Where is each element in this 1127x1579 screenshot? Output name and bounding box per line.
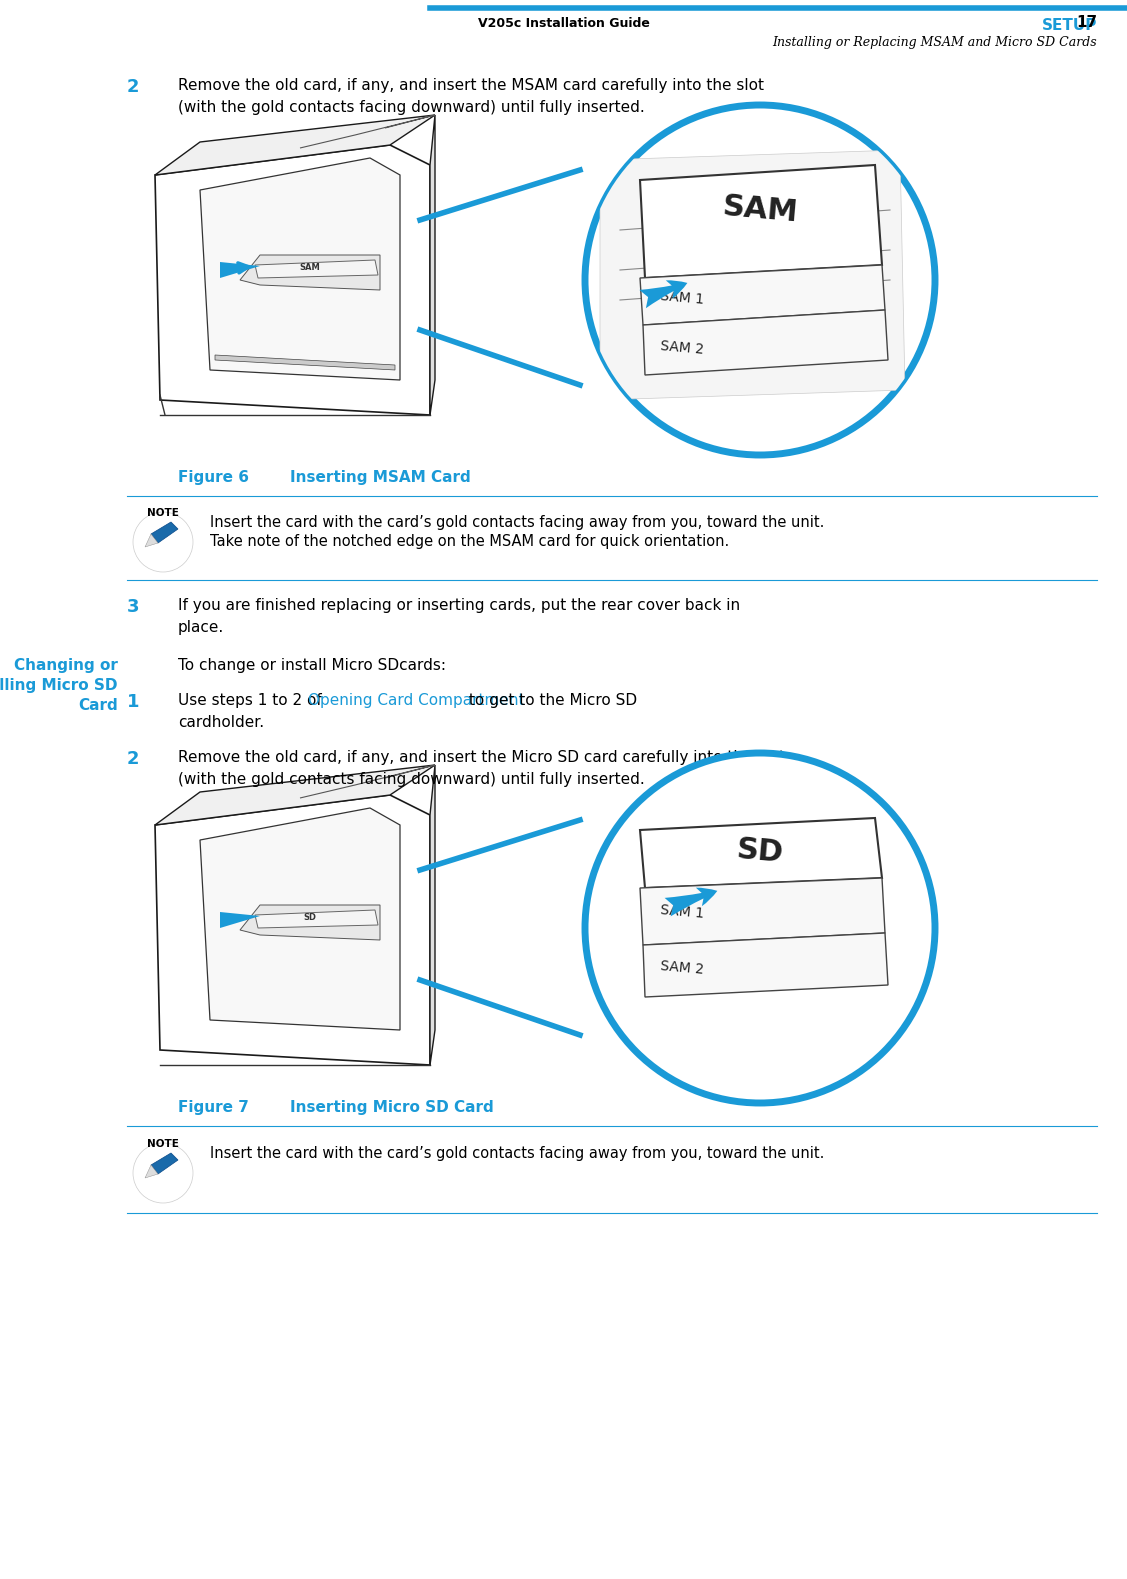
Polygon shape bbox=[255, 261, 378, 278]
Polygon shape bbox=[431, 115, 435, 415]
Polygon shape bbox=[640, 164, 882, 278]
Text: SAM 2: SAM 2 bbox=[660, 339, 704, 357]
Polygon shape bbox=[151, 1153, 178, 1175]
Text: Insert the card with the card’s gold contacts facing away from you, toward the u: Insert the card with the card’s gold con… bbox=[210, 1146, 824, 1161]
Text: V205c Installation Guide: V205c Installation Guide bbox=[478, 17, 649, 30]
Text: Figure 6: Figure 6 bbox=[178, 471, 249, 485]
Text: (with the gold contacts facing downward) until fully inserted.: (with the gold contacts facing downward)… bbox=[178, 99, 645, 115]
Text: 2: 2 bbox=[127, 77, 140, 96]
Polygon shape bbox=[240, 254, 380, 291]
Polygon shape bbox=[644, 933, 888, 996]
Text: SAM 2: SAM 2 bbox=[660, 958, 704, 977]
Polygon shape bbox=[156, 115, 435, 175]
Polygon shape bbox=[156, 794, 431, 1064]
Polygon shape bbox=[220, 262, 260, 278]
Text: Inserting Micro SD Card: Inserting Micro SD Card bbox=[290, 1101, 494, 1115]
Polygon shape bbox=[640, 818, 882, 887]
Polygon shape bbox=[151, 523, 178, 543]
Text: SAM 1: SAM 1 bbox=[660, 903, 704, 921]
Text: NOTE: NOTE bbox=[147, 508, 179, 518]
Text: Insert the card with the card’s gold contacts facing away from you, toward the u: Insert the card with the card’s gold con… bbox=[210, 515, 824, 531]
Polygon shape bbox=[644, 309, 888, 374]
Polygon shape bbox=[255, 910, 378, 928]
Polygon shape bbox=[220, 913, 260, 928]
Polygon shape bbox=[215, 355, 394, 369]
Text: to get to the Micro SD: to get to the Micro SD bbox=[464, 693, 637, 707]
Circle shape bbox=[133, 512, 193, 572]
Text: 2: 2 bbox=[127, 750, 140, 767]
Polygon shape bbox=[145, 534, 158, 546]
Text: 17: 17 bbox=[1076, 14, 1097, 30]
Polygon shape bbox=[600, 150, 905, 399]
Text: Remove the old card, if any, and insert the Micro SD card carefully into the slo: Remove the old card, if any, and insert … bbox=[178, 750, 786, 764]
Polygon shape bbox=[199, 808, 400, 1030]
Polygon shape bbox=[240, 905, 380, 940]
Text: cardholder.: cardholder. bbox=[178, 715, 264, 729]
Text: To change or install Micro SDcards:: To change or install Micro SDcards: bbox=[178, 658, 446, 673]
Text: SETUP: SETUP bbox=[1041, 17, 1097, 33]
Text: Changing or: Changing or bbox=[15, 658, 118, 673]
Text: Figure 7: Figure 7 bbox=[178, 1101, 249, 1115]
Text: place.: place. bbox=[178, 621, 224, 635]
Polygon shape bbox=[431, 764, 435, 1064]
Text: Opening Card Compartment: Opening Card Compartment bbox=[308, 693, 524, 707]
Text: SD: SD bbox=[735, 835, 784, 868]
Text: 1: 1 bbox=[127, 693, 140, 711]
Text: Take note of the notched edge on the MSAM card for quick orientation.: Take note of the notched edge on the MSA… bbox=[210, 534, 729, 549]
Text: Installing or Replacing MSAM and Micro SD Cards: Installing or Replacing MSAM and Micro S… bbox=[772, 36, 1097, 49]
Circle shape bbox=[585, 104, 935, 455]
Text: SAM 1: SAM 1 bbox=[660, 289, 704, 306]
Polygon shape bbox=[156, 145, 431, 415]
Polygon shape bbox=[640, 878, 885, 944]
Text: SAM: SAM bbox=[300, 262, 320, 272]
Text: Installing Micro SD: Installing Micro SD bbox=[0, 677, 118, 693]
Text: SAM: SAM bbox=[721, 193, 799, 227]
Text: NOTE: NOTE bbox=[147, 1138, 179, 1150]
Circle shape bbox=[133, 1143, 193, 1203]
Text: SD: SD bbox=[303, 913, 317, 922]
Polygon shape bbox=[145, 1165, 158, 1178]
Text: (with the gold contacts facing downward) until fully inserted.: (with the gold contacts facing downward)… bbox=[178, 772, 645, 786]
Text: Remove the old card, if any, and insert the MSAM card carefully into the slot: Remove the old card, if any, and insert … bbox=[178, 77, 764, 93]
Circle shape bbox=[585, 753, 935, 1104]
Polygon shape bbox=[640, 265, 885, 325]
Text: 3: 3 bbox=[127, 598, 140, 616]
Text: Inserting MSAM Card: Inserting MSAM Card bbox=[290, 471, 471, 485]
Text: If you are finished replacing or inserting cards, put the rear cover back in: If you are finished replacing or inserti… bbox=[178, 598, 740, 613]
Polygon shape bbox=[156, 764, 435, 824]
Text: Use steps 1 to 2 of: Use steps 1 to 2 of bbox=[178, 693, 327, 707]
Text: Card: Card bbox=[78, 698, 118, 714]
Polygon shape bbox=[199, 158, 400, 381]
